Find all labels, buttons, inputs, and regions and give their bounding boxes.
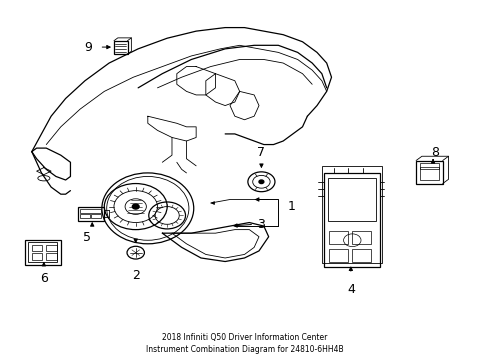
Circle shape	[132, 204, 139, 209]
Text: 5: 5	[83, 231, 91, 244]
Text: 3: 3	[256, 218, 264, 231]
Text: 7: 7	[257, 146, 265, 159]
Text: 1: 1	[287, 200, 295, 213]
Text: 9: 9	[84, 41, 92, 54]
Text: 6: 6	[40, 272, 48, 285]
Circle shape	[259, 180, 264, 184]
Text: 4: 4	[346, 283, 354, 296]
Text: 2018 Infiniti Q50 Driver Information Center
Instrument Combination Diagram for 2: 2018 Infiniti Q50 Driver Information Cen…	[145, 333, 343, 354]
Text: 2: 2	[132, 269, 140, 282]
Text: 8: 8	[430, 146, 439, 159]
